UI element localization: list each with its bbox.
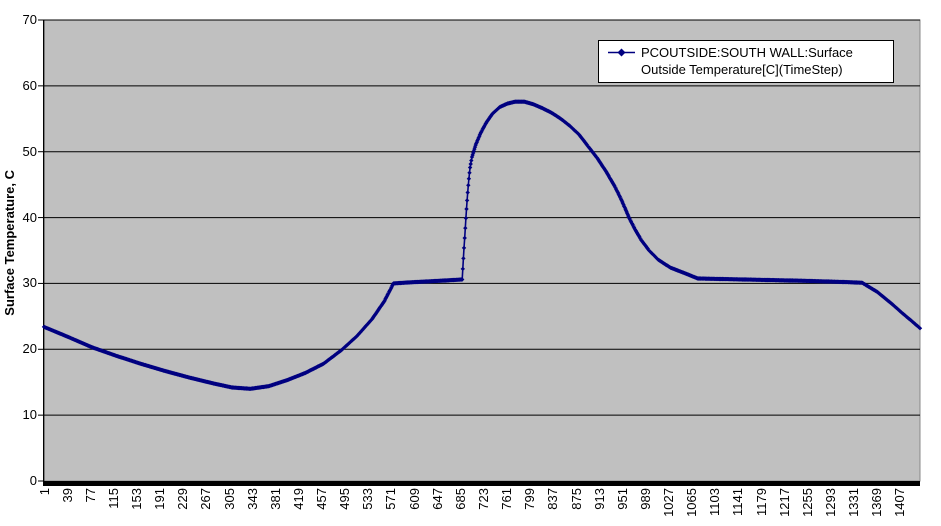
x-tick-label: 381 <box>267 488 283 510</box>
y-tick-mark <box>38 19 44 21</box>
y-tick-mark <box>38 85 44 87</box>
series-markers <box>41 99 923 392</box>
y-tick-label: 30 <box>22 275 37 291</box>
x-tick-label: 343 <box>244 488 260 510</box>
y-tick-label: 50 <box>22 143 37 159</box>
x-tick-label: 989 <box>637 488 653 510</box>
x-tick-label: 1407 <box>892 488 908 517</box>
x-tick-label: 419 <box>290 488 306 510</box>
y-tick-mark <box>38 348 44 350</box>
x-tick-label: 1217 <box>776 488 792 517</box>
x-tick-label: 77 <box>82 488 98 503</box>
x-tick-label: 191 <box>152 488 168 510</box>
x-tick-label: 267 <box>198 488 214 510</box>
x-tick-label: 685 <box>452 488 468 510</box>
x-axis-line <box>44 481 920 486</box>
y-tick-mark <box>38 414 44 416</box>
legend-label: PCOUTSIDE:SOUTH WALL:Surface Outside Tem… <box>641 45 853 77</box>
x-tick-label: 1 <box>36 488 52 496</box>
x-tick-label: 1293 <box>823 488 838 517</box>
x-tick-label: 913 <box>591 488 607 510</box>
x-tick-label: 1255 <box>799 488 815 517</box>
x-tick-label: 571 <box>383 488 399 510</box>
y-axis-title: Surface Temperature, C <box>2 170 17 316</box>
y-tick-label: 60 <box>22 77 37 93</box>
x-tick-label: 647 <box>429 488 445 510</box>
x-tick-label: 799 <box>522 488 538 510</box>
y-tick-mark <box>38 217 44 219</box>
y-tick-mark <box>38 282 44 284</box>
x-tick-label: 39 <box>59 488 75 503</box>
x-tick-label: 115 <box>105 488 121 509</box>
legend-marker-icon <box>608 48 635 57</box>
y-tick-mark <box>38 480 44 482</box>
x-tick-label: 837 <box>545 488 561 510</box>
y-tick-label: 70 <box>22 12 37 27</box>
x-tick-label: 1331 <box>846 488 862 517</box>
x-tick-label: 305 <box>221 488 237 510</box>
x-tick-label: 533 <box>360 488 376 510</box>
x-tick-label: 1369 <box>869 488 885 517</box>
plot-area <box>43 19 921 482</box>
legend: PCOUTSIDE:SOUTH WALL:Surface Outside Tem… <box>598 40 894 83</box>
x-tick-label: 1103 <box>707 488 723 516</box>
x-tick-label: 153 <box>129 488 145 510</box>
y-tick-mark <box>38 151 44 153</box>
y-tick-label: 0 <box>29 473 37 488</box>
x-tick-label: 495 <box>337 488 353 510</box>
y-tick-label: 40 <box>22 209 37 225</box>
x-tick-label: 875 <box>568 488 584 510</box>
x-tick-label: 1065 <box>684 488 700 517</box>
x-tick-label: 229 <box>175 488 191 510</box>
x-tick-label: 609 <box>406 488 422 510</box>
chart-canvas <box>38 19 923 486</box>
y-tick-label: 20 <box>22 341 37 357</box>
x-tick-label: 1141 <box>730 488 746 516</box>
y-tick-label: 10 <box>22 407 37 423</box>
x-tick-label: 1027 <box>661 488 677 517</box>
x-tick-label: 951 <box>614 488 630 510</box>
x-tick-label: 723 <box>476 488 492 510</box>
x-tick-label: 1179 <box>753 488 769 516</box>
x-tick-label: 457 <box>314 488 330 510</box>
y-axis-line <box>43 20 45 486</box>
x-tick-label: 761 <box>499 488 515 510</box>
